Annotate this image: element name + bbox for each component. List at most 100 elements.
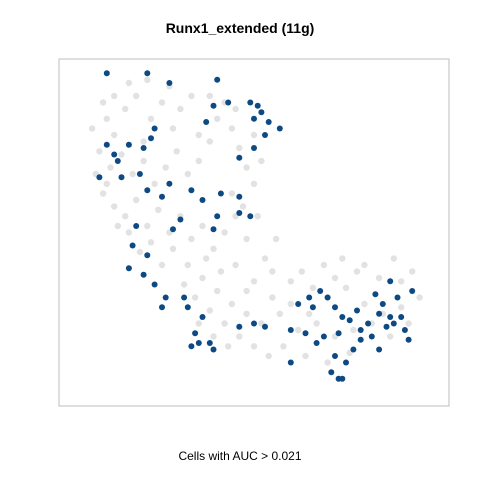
cell-point-low (199, 222, 206, 230)
cell-point-high (262, 132, 268, 138)
cell-point-high (170, 226, 176, 233)
cell-point-high (394, 294, 401, 301)
cell-point-high (254, 102, 261, 109)
cell-point-low (111, 92, 118, 100)
cell-point-low (331, 274, 339, 282)
cell-point-low (147, 239, 155, 246)
cell-point-high (125, 265, 132, 272)
cell-point-low (405, 320, 412, 327)
cell-point-low (409, 268, 416, 275)
cell-point-high (184, 304, 191, 311)
cell-point-high (357, 327, 364, 333)
cell-point-low (342, 284, 350, 291)
cell-point-low (111, 131, 118, 139)
cell-point-high (354, 307, 360, 314)
cell-point-low (228, 300, 236, 308)
cell-point-low (232, 105, 239, 113)
cell-point-high (346, 317, 353, 324)
cell-point-high (236, 193, 243, 200)
cell-point-low (269, 268, 276, 275)
cell-point-low (144, 222, 151, 230)
cell-point-high (328, 369, 335, 376)
cell-point-low (261, 255, 269, 262)
cell-point-high (140, 145, 147, 151)
cell-point-high (276, 125, 283, 132)
cell-point-high (214, 76, 221, 83)
cell-point-high (177, 216, 184, 223)
cell-point-high (140, 271, 147, 278)
cell-point-low (177, 105, 184, 113)
cell-point-low (111, 203, 118, 210)
cell-point-low (225, 343, 232, 350)
cell-point-low (265, 352, 272, 360)
cell-point-high (96, 174, 103, 181)
cell-point-low (155, 206, 162, 213)
cell-point-high (159, 193, 165, 200)
cell-point-low (416, 294, 423, 301)
cell-point-low (298, 268, 305, 275)
cell-point-high (188, 187, 195, 194)
cell-point-low (236, 144, 243, 152)
cell-point-low (309, 284, 317, 291)
cell-point-high (144, 187, 151, 194)
cell-point-high (287, 359, 294, 366)
cell-point-low (236, 333, 243, 340)
cell-point-high (251, 115, 257, 122)
cell-point-low (188, 235, 195, 243)
cell-point-low (129, 170, 136, 178)
cell-point-low (191, 294, 199, 301)
cell-point-low (254, 213, 261, 220)
cell-point-high (302, 330, 309, 337)
cell-point-low (125, 229, 133, 236)
cell-point-low (350, 326, 357, 334)
cell-point-low (243, 287, 250, 295)
cell-point-high (136, 171, 143, 177)
cell-point-low (313, 320, 320, 327)
cell-point-high (236, 323, 243, 330)
cell-point-low (151, 180, 158, 187)
cell-point-high (195, 340, 202, 346)
cell-point-low (195, 131, 202, 139)
cell-point-low (250, 180, 258, 187)
cell-point-low (375, 274, 383, 282)
cell-point-low (99, 99, 107, 106)
cell-point-high (383, 323, 390, 330)
cell-point-high (332, 304, 338, 311)
cell-point-high (199, 314, 206, 320)
cell-point-high (217, 190, 224, 197)
cell-point-low (158, 261, 166, 269)
cell-point-high (148, 135, 154, 142)
cell-point-low (195, 157, 202, 165)
cell-point-high (357, 336, 364, 343)
cell-point-low (206, 307, 213, 314)
cell-point-high (247, 99, 254, 106)
cell-point-low (287, 300, 294, 308)
cell-point-low (162, 164, 169, 171)
cell-point-high (129, 242, 136, 249)
cell-point-low (203, 255, 210, 262)
cell-point-low (88, 125, 96, 132)
cell-point-high (324, 294, 331, 301)
cell-point-high (166, 180, 173, 187)
cell-point-high (214, 213, 221, 220)
cell-point-low (125, 79, 133, 87)
cell-point-high (251, 320, 257, 327)
cell-point-low (228, 125, 236, 132)
cell-point-high (365, 320, 372, 327)
cell-point-high (206, 340, 213, 346)
cell-point-high (390, 320, 397, 327)
cell-point-high (181, 294, 188, 301)
cell-point-low (302, 352, 309, 360)
cell-point-high (287, 327, 294, 333)
cell-point-low (390, 255, 397, 262)
cell-point-high (376, 310, 383, 317)
cell-point-low (387, 333, 394, 340)
cell-point-low (133, 196, 140, 204)
cell-point-high (379, 301, 386, 307)
cell-point-low (221, 229, 228, 236)
cell-point-low (217, 268, 225, 275)
cell-point-low (258, 157, 265, 165)
cell-point-low (320, 261, 328, 269)
cell-point-high (236, 210, 243, 216)
cell-point-low (398, 278, 405, 285)
